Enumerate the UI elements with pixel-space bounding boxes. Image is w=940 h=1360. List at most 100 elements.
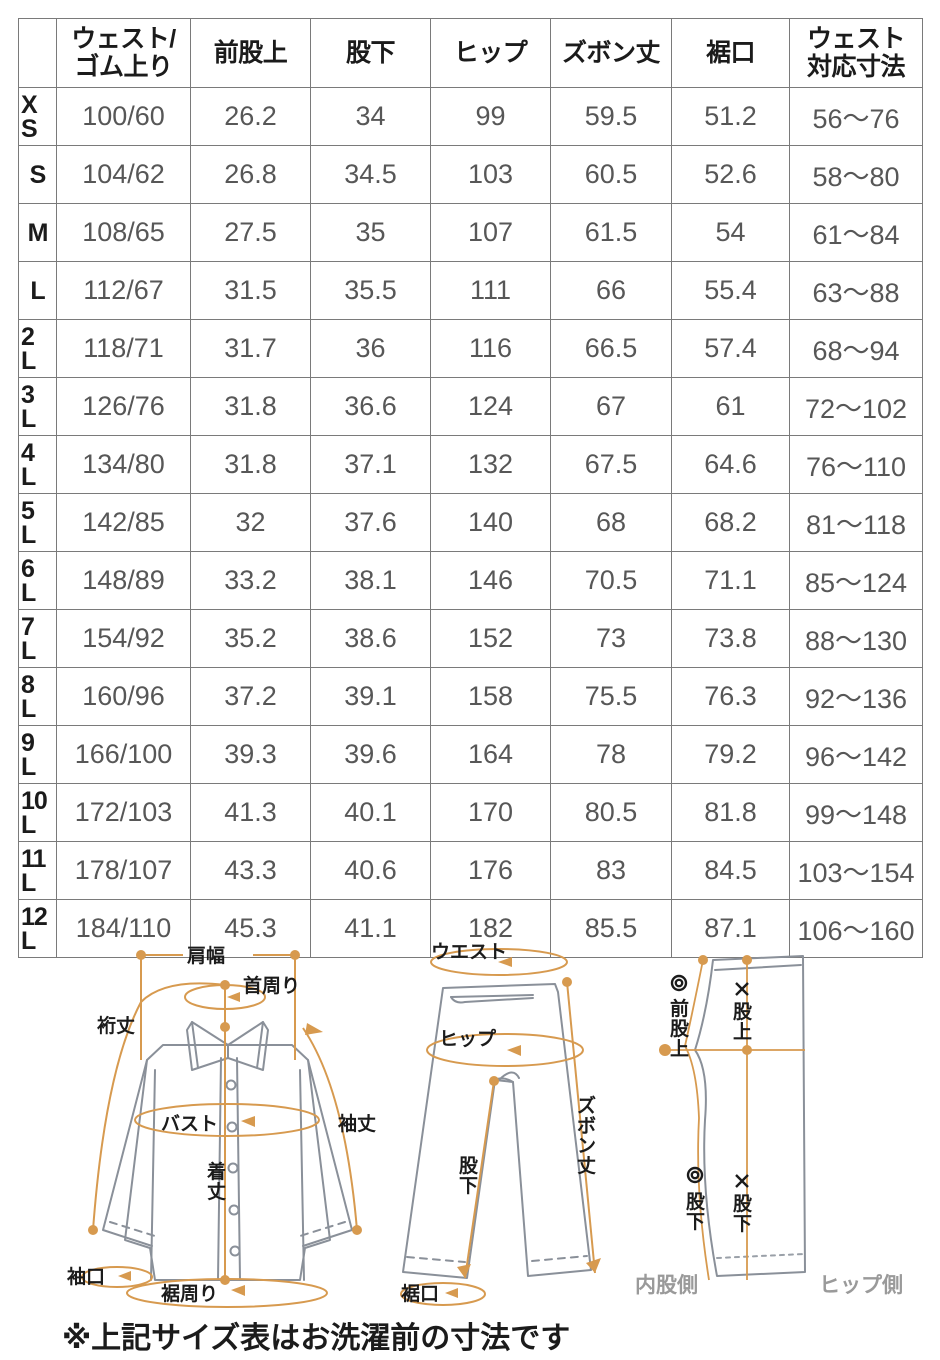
cell-inseam: 36.6 bbox=[310, 377, 431, 436]
table-row: M 108/65 27.5 35 107 61.5 54 61〜84 bbox=[18, 203, 923, 262]
cell-hem_opening: 68.2 bbox=[671, 493, 790, 552]
column-header-waist_fit: ウェスト 対応寸法 bbox=[789, 18, 923, 88]
label-pants-length-4: 丈 bbox=[577, 1155, 596, 1177]
cell-hip: 116 bbox=[430, 319, 551, 378]
label-inner-side: 内股側 bbox=[635, 1273, 698, 1297]
size-label-part: 10 bbox=[21, 786, 48, 815]
cell-pants_length: 67 bbox=[550, 377, 672, 436]
cell-waist_elastic: 118/71 bbox=[56, 319, 191, 378]
cell-front_rise: 35.2 bbox=[190, 609, 311, 668]
cell-front_rise: 31.8 bbox=[190, 435, 311, 494]
size-label-part: 12 bbox=[21, 902, 48, 931]
cell-waist_fit: 72〜102 bbox=[789, 377, 923, 436]
cell-hip: 176 bbox=[430, 841, 551, 900]
cell-inseam: 34.5 bbox=[310, 145, 431, 204]
size-label-part: 2 bbox=[21, 322, 35, 351]
cell-hip: 111 bbox=[430, 261, 551, 320]
pants-diagram: ウエスト ヒップ 裾口 ズ ボ ン 丈 股 下 bbox=[395, 940, 640, 1310]
table-row: 5 L 142/85 32 37.6 140 68 68.2 81〜118 bbox=[18, 493, 923, 552]
table-header: ウェスト/ゴム上り 前股上 股下 ヒップ ズボン丈 裾口 ウェスト 対応寸法 bbox=[18, 18, 923, 88]
cell-hip: 158 bbox=[430, 667, 551, 726]
cell-hem_opening: 81.8 bbox=[671, 783, 790, 842]
size-label-part: L bbox=[21, 346, 36, 375]
cell-hem_opening: 87.1 bbox=[671, 899, 790, 958]
column-header-hip: ヒップ bbox=[430, 18, 551, 88]
size-label-cell: S bbox=[18, 145, 57, 204]
cell-front_rise: 45.3 bbox=[190, 899, 311, 958]
table-row: 2 L 118/71 31.7 36 116 66.5 57.4 68〜94 bbox=[18, 319, 923, 378]
size-label-part: 9 bbox=[21, 728, 35, 757]
size-label-part: 11 bbox=[21, 844, 46, 873]
cell-inseam: 40.6 bbox=[310, 841, 431, 900]
cell-pants_length: 61.5 bbox=[550, 203, 672, 262]
measurement-diagrams: 肩幅 首周り 裄丈 袖丈 バスト 袖口 裾周り 着 丈 bbox=[0, 940, 940, 1310]
label-front-rise-2: 股 bbox=[669, 1018, 690, 1040]
size-label-part: 5 bbox=[21, 496, 35, 525]
cell-waist_fit: 92〜136 bbox=[789, 667, 923, 726]
label-rise-2: 上 bbox=[733, 1021, 752, 1043]
cell-hem_opening: 55.4 bbox=[671, 261, 790, 320]
cell-waist_elastic: 108/65 bbox=[56, 203, 191, 262]
size-label-part: S bbox=[29, 160, 47, 189]
size-label-part: X bbox=[21, 90, 38, 119]
cell-hem_opening: 71.1 bbox=[671, 551, 790, 610]
cell-waist_fit: 88〜130 bbox=[789, 609, 923, 668]
cell-waist_fit: 106〜160 bbox=[789, 899, 923, 958]
table-row: 3 L 126/76 31.8 36.6 124 67 61 72〜102 bbox=[18, 377, 923, 436]
cell-pants_length: 66.5 bbox=[550, 319, 672, 378]
cell-pants_length: 85.5 bbox=[550, 899, 672, 958]
label-inseam-1: 股 bbox=[458, 1155, 479, 1177]
cell-waist_elastic: 178/107 bbox=[56, 841, 191, 900]
size-label-cell: L bbox=[18, 261, 57, 320]
cell-waist_elastic: 166/100 bbox=[56, 725, 191, 784]
size-label-part: 6 bbox=[21, 554, 35, 583]
cell-waist_elastic: 112/67 bbox=[56, 261, 191, 320]
cell-waist_fit: 103〜154 bbox=[789, 841, 923, 900]
label-pants-length-2: ボ bbox=[577, 1115, 596, 1137]
column-header-waist_elastic: ウェスト/ゴム上り bbox=[56, 18, 191, 88]
size-label-part: 7 bbox=[21, 612, 35, 641]
cell-pants_length: 80.5 bbox=[550, 783, 672, 842]
table-row: 12 L 184/110 45.3 41.1 182 85.5 87.1 106〜160 bbox=[18, 899, 923, 958]
cell-waist_fit: 96〜142 bbox=[789, 725, 923, 784]
pattern-diagram: 前 股 上 股 上 股 下 股 下 内股側 ヒップ側 bbox=[635, 940, 940, 1310]
label-sleeve-length: 袖丈 bbox=[337, 1112, 376, 1135]
label-front-rise-3: 上 bbox=[670, 1038, 689, 1060]
cell-waist_elastic: 154/92 bbox=[56, 609, 191, 668]
size-label-part: L bbox=[30, 276, 45, 305]
cell-waist_elastic: 184/110 bbox=[56, 899, 191, 958]
cell-waist_fit: 58〜80 bbox=[789, 145, 923, 204]
cell-hip: 170 bbox=[430, 783, 551, 842]
column-header-hem_opening: 裾口 bbox=[671, 18, 790, 88]
cell-front_rise: 31.5 bbox=[190, 261, 311, 320]
cell-waist_fit: 81〜118 bbox=[789, 493, 923, 552]
cell-waist_elastic: 142/85 bbox=[56, 493, 191, 552]
size-label-part: L bbox=[21, 752, 36, 781]
cell-hem_opening: 84.5 bbox=[671, 841, 790, 900]
cell-pants_length: 75.5 bbox=[550, 667, 672, 726]
size-table-container: ウェスト/ゴム上り 前股上 股下 ヒップ ズボン丈 裾口 ウェスト 対応寸法 X S 100/60… bbox=[18, 18, 923, 958]
size-label-part: L bbox=[21, 694, 36, 723]
cell-front_rise: 26.2 bbox=[190, 87, 311, 146]
cell-pants_length: 68 bbox=[550, 493, 672, 552]
table-row: 8 L 160/96 37.2 39.1 158 75.5 76.3 92〜136 bbox=[18, 667, 923, 726]
cell-inseam: 38.1 bbox=[310, 551, 431, 610]
cell-front_rise: 33.2 bbox=[190, 551, 311, 610]
size-label-part: L bbox=[21, 520, 36, 549]
cell-inseam: 36 bbox=[310, 319, 431, 378]
label-shoulder-width: 肩幅 bbox=[187, 944, 225, 967]
cell-front_rise: 37.2 bbox=[190, 667, 311, 726]
column-header-line: ゴム上り bbox=[74, 53, 173, 81]
label-neck: 首周り bbox=[243, 974, 300, 997]
label-body-length-2: 丈 bbox=[207, 1181, 226, 1203]
label-waist: ウエスト bbox=[431, 941, 507, 963]
label-rise-1: 股 bbox=[732, 1001, 753, 1023]
cell-pants_length: 60.5 bbox=[550, 145, 672, 204]
column-header-front_rise: 前股上 bbox=[190, 18, 311, 88]
